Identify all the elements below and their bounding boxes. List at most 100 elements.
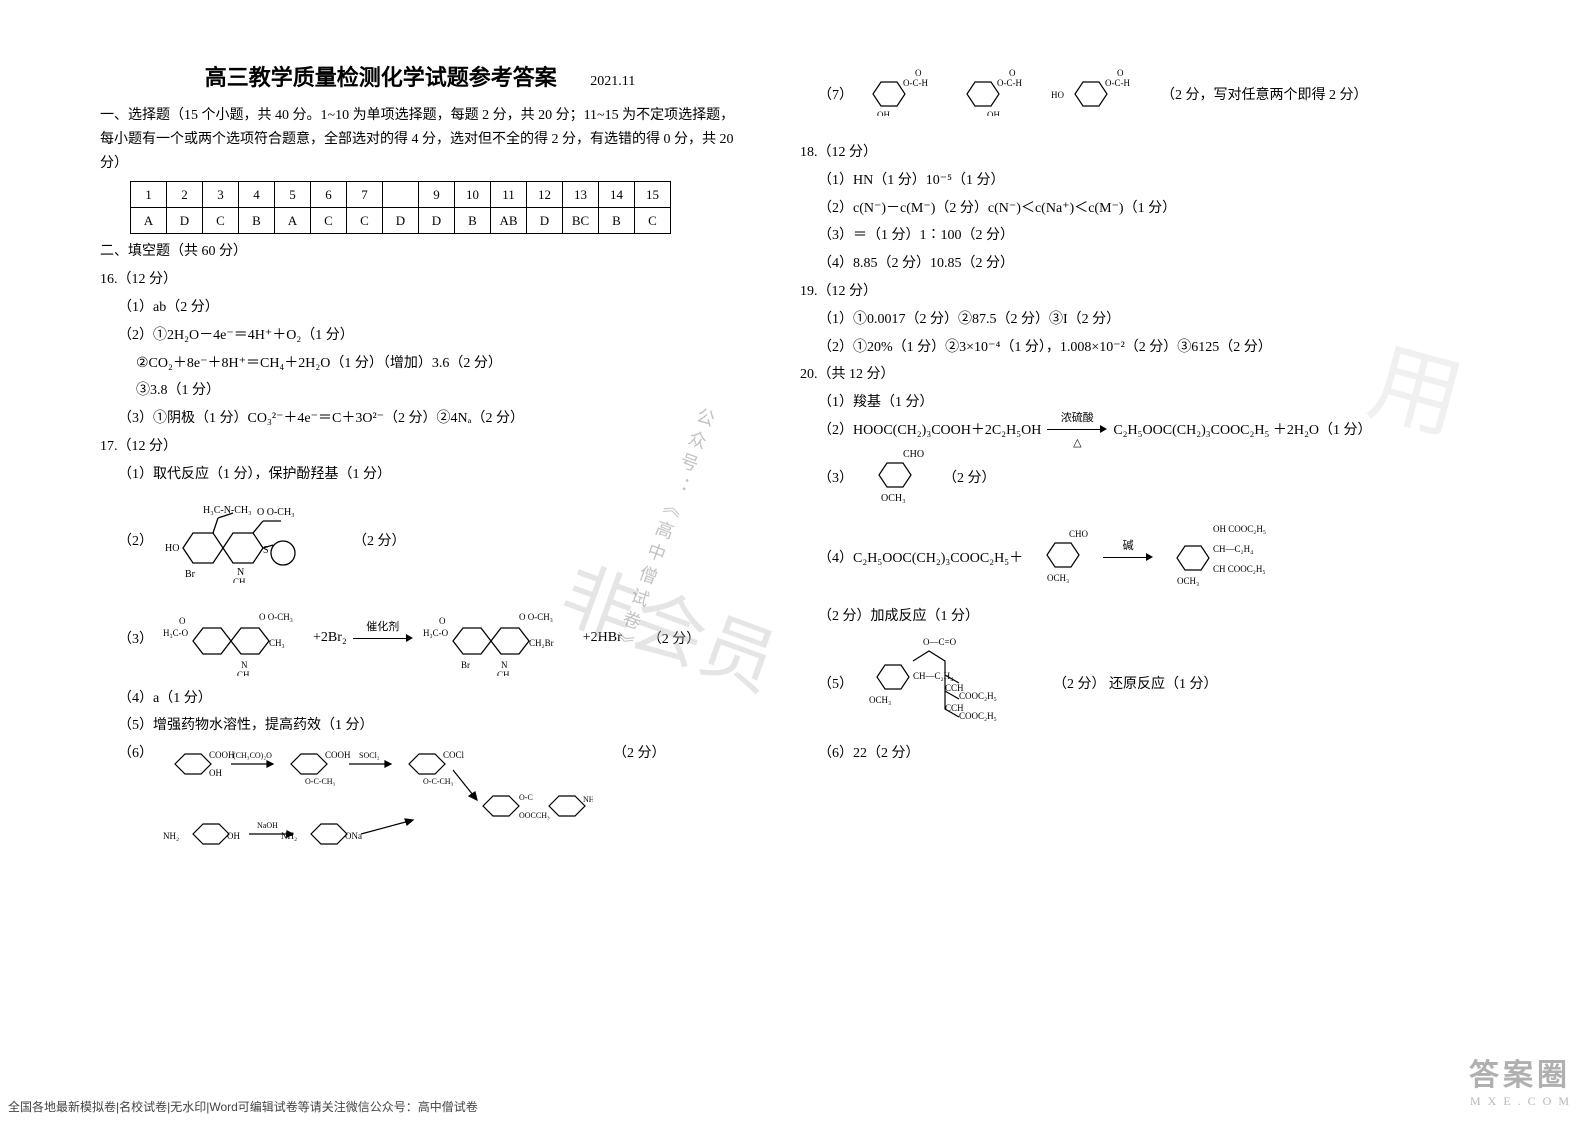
svg-text:HO: HO [165, 543, 179, 554]
cell: B [239, 208, 275, 234]
cell: D [167, 208, 203, 234]
q20-5-label: （5） [818, 673, 853, 693]
cell: C [635, 208, 671, 234]
q19-title: 19.（12 分） [800, 280, 1440, 304]
q17-6-row: （6） [100, 742, 740, 861]
svg-text:O O-CH₃: O O-CH₃ [519, 612, 553, 622]
cell: 7 [347, 182, 383, 208]
q17-3-label: （3） [118, 628, 153, 648]
q17-2-label: （2） [118, 530, 153, 550]
title-row: 高三教学质量检测化学试题参考答案 2021.11 [100, 60, 740, 92]
structure-17-7a-icon: O-C-HOOH [863, 66, 943, 121]
svg-text:OH: OH [209, 768, 222, 778]
reaction-arrow-icon: 碱 [1103, 551, 1153, 563]
footer-text: 全国各地最新模拟卷|名校试卷|无水印|Word可编辑试卷等请关注微信公众号：高中… [8, 1098, 478, 1115]
logo-big: 答案圈 [1469, 1050, 1571, 1094]
svg-text:O O-CH₃: O O-CH₃ [259, 612, 293, 622]
q17-3-score: （2 分） [648, 628, 701, 648]
svg-text:O-C-H: O-C-H [1105, 78, 1130, 88]
svg-text:O: O [1009, 68, 1016, 78]
svg-text:CH₂Br: CH₂Br [529, 638, 554, 648]
svg-text:OCH₃: OCH₃ [881, 493, 906, 504]
q16-2a: （2）①2H₂O－4e⁻＝4H⁺＋O₂（1 分） [100, 324, 740, 348]
q17-1: （1）取代反应（1 分），保护酚羟基（1 分） [100, 463, 740, 487]
q20-4-score: （2 分）加成反应（1 分） [818, 605, 979, 625]
cell: 13 [563, 182, 599, 208]
svg-text:O-C-CH₃: O-C-CH₃ [305, 777, 336, 786]
q17-7-label: （7） [818, 84, 853, 104]
q17-2-row: （2） HO Br H₃C-N-CH₃ O O-CH₃ S [100, 491, 740, 590]
structure-20-5-icon: O—C=O CH—C₂H₄ COOC₂H₅ COOC₂H₅ CCH CCH OC… [863, 631, 1043, 736]
svg-text:CH—C₂H₄: CH—C₂H₄ [913, 671, 953, 681]
arrow-bot: △ [1073, 436, 1081, 449]
cell: A [275, 208, 311, 234]
svg-text:NH₂: NH₂ [163, 831, 179, 841]
reaction-arrow-icon: 催化剂 [353, 632, 413, 644]
svg-text:O: O [179, 616, 186, 626]
cell: BC [563, 208, 599, 234]
svg-text:O: O [439, 616, 446, 626]
structure-20-4a-icon: CHO OCH₃ [1033, 525, 1093, 590]
cell: 3 [203, 182, 239, 208]
q19-2: （2）①20%（1 分）②3×10⁻⁴（1 分），1.008×10⁻²（2 分）… [800, 336, 1440, 360]
cell: 14 [599, 182, 635, 208]
page-date: 2021.11 [590, 74, 635, 89]
svg-text:OOCCH₃: OOCCH₃ [519, 811, 550, 820]
cell [383, 182, 419, 208]
cell: 1 [131, 182, 167, 208]
cell: 4 [239, 182, 275, 208]
q20-4-row: （4）C₂H₅OOC(CH₂)₃COOC₂H₅＋ CHO OCH₃ 碱 OH C… [800, 516, 1440, 625]
q16-1: （1）ab（2 分） [100, 296, 740, 320]
svg-text:COOH: COOH [325, 750, 351, 760]
structure-20-4b-icon: OH COOC₂H₅ CH—C₂H₄ CH COOC₂H₅ OCH₃ [1163, 518, 1313, 597]
svg-text:CH COOC₂H₅: CH COOC₂H₅ [1213, 564, 1266, 574]
reaction-arrow-icon: 浓硫酸 △ [1047, 423, 1107, 435]
q20-2-post: C₂H₅OOC(CH₂)₃COOC₂H₅ ＋2H₂O（1 分） [1113, 419, 1371, 439]
q17-5: （5）增强药物水溶性，提高药效（1 分） [100, 714, 740, 738]
table-row: A D C B A C C D D B AB D BC B C [131, 208, 671, 234]
q17-3-tail: +2HBr [583, 630, 622, 646]
svg-text:CH₃: CH₃ [497, 670, 513, 676]
q17-title: 17.（12 分） [100, 435, 740, 459]
svg-text:H₃C-O: H₃C-O [163, 628, 189, 638]
table-row: 1 2 3 4 5 6 7 9 10 11 12 13 14 15 [131, 182, 671, 208]
q20-3-score: （2 分） [943, 467, 996, 487]
svg-text:O-C: O-C [519, 793, 533, 802]
svg-text:CCH: CCH [945, 703, 964, 713]
svg-text:CHO: CHO [1069, 529, 1089, 539]
svg-text:CCH: CCH [945, 683, 964, 693]
svg-text:HO: HO [1051, 90, 1064, 100]
cell: 15 [635, 182, 671, 208]
svg-text:OCH₃: OCH₃ [1047, 573, 1069, 583]
corner-logo: 答案圈 M X E . C O M [1469, 1050, 1571, 1109]
svg-text:COCl: COCl [443, 750, 465, 760]
svg-text:O: O [915, 68, 922, 78]
svg-text:CH₃: CH₃ [237, 670, 253, 676]
q20-3-row: （3） CHO OCH₃ （2 分） [800, 443, 1440, 512]
q17-6-score: （2 分） [613, 742, 666, 762]
q16-2b: ②CO₂＋8e⁻＋8H⁺＝CH₄＋2H₂O（1 分）（增加）3.6（2 分） [100, 352, 740, 376]
svg-text:CH₃: CH₃ [269, 638, 285, 648]
q20-1: （1）羧基（1 分） [800, 391, 1440, 415]
svg-text:O-C-H: O-C-H [903, 78, 928, 88]
q17-7-note: （2 分，写对任意两个即得 2 分） [1161, 84, 1368, 104]
cell: A [131, 208, 167, 234]
arrow-top: 浓硫酸 [1061, 409, 1094, 425]
svg-text:OH: OH [227, 831, 240, 841]
q16-2c: ③3.8（1 分） [100, 379, 740, 403]
cell: 6 [311, 182, 347, 208]
right-column: （7） O-C-HOOH O-C-HOOH HOO-C-HO （2 分，写对任意… [800, 60, 1440, 865]
svg-text:COOC₂H₅: COOC₂H₅ [959, 691, 997, 701]
svg-text:COOH: COOH [209, 750, 235, 760]
q20-6: （6）22（2 分） [800, 742, 1440, 766]
cell: 12 [527, 182, 563, 208]
svg-text:O-C-H: O-C-H [997, 78, 1022, 88]
cell: B [455, 208, 491, 234]
cell: 9 [419, 182, 455, 208]
svg-text:CHO: CHO [903, 449, 924, 460]
svg-text:Br: Br [461, 660, 470, 670]
svg-text:O: O [1117, 68, 1124, 78]
q20-4-pre: （4）C₂H₅OOC(CH₂)₃COOC₂H₅＋ [818, 547, 1023, 567]
structure-17-3a-icon: H₃C-O O O O-CH₃ CH₃ N CH₃ [163, 596, 303, 681]
q20-5-row: （5） O—C=O CH—C₂H₄ COOC₂H₅ COOC₂H₅ CCH CC… [800, 629, 1440, 738]
